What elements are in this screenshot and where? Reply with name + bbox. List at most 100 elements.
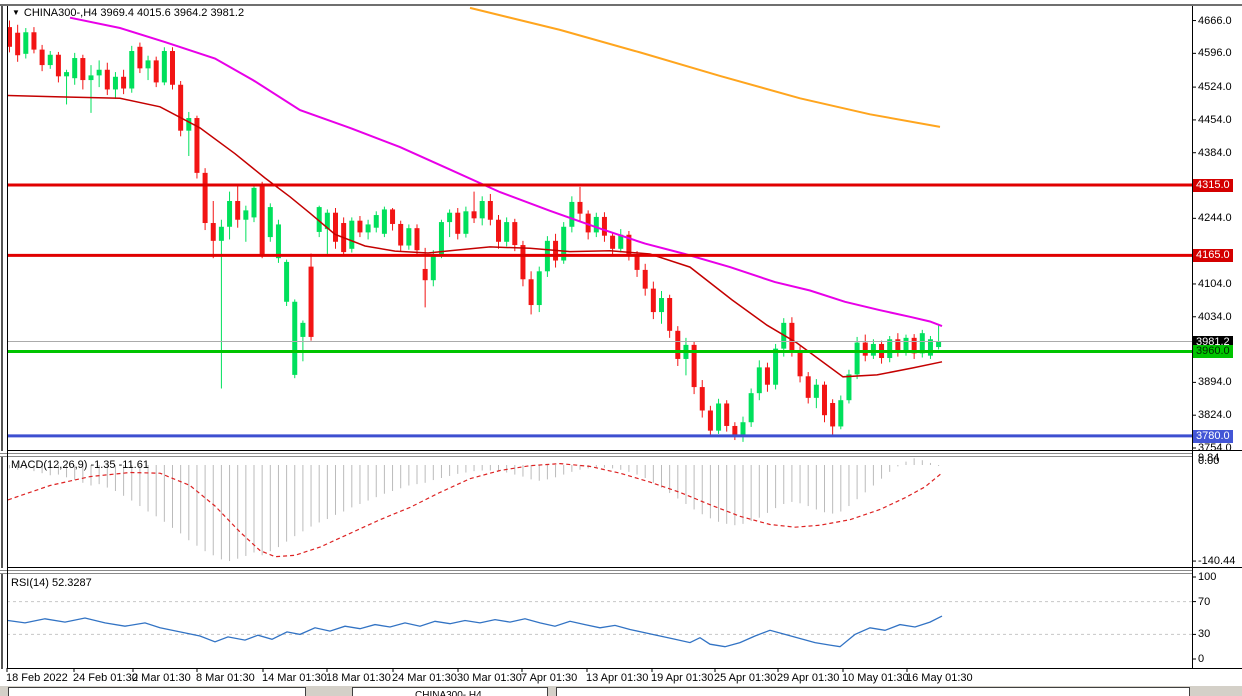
ma-long-orange [469,6,941,128]
candle-up [161,51,167,83]
candle-up [316,207,322,232]
candle-down [822,384,827,416]
candle-down [911,337,917,354]
candle-down [308,266,314,337]
candle-up [936,341,942,348]
candle-down [414,228,420,251]
candle-down [797,350,803,377]
candle-up [927,339,933,356]
time-tick-label: 10 May 01:30 [842,672,909,684]
candle-down [487,200,493,220]
candle-down [667,298,673,331]
time-axis[interactable] [0,669,1242,686]
pane-splitter-macd[interactable] [0,451,1242,457]
price-tick-label: 4384.0 [1198,146,1232,159]
candle-up [846,374,852,401]
time-tick-label: 2 Mar 01:30 [132,672,191,684]
candle-up [88,75,94,81]
candle-down [15,32,21,56]
time-tick-label: 13 Apr 01:30 [586,672,649,684]
price-tick-label: 4244.0 [1198,212,1232,225]
time-tick-label: 24 Mar 01:30 [392,672,457,684]
candle-up [903,337,909,351]
candle-up [365,224,371,233]
candle-up [300,322,306,337]
candle-down [789,322,795,351]
candle-down [390,209,396,224]
candle-down [626,234,632,255]
candle-up [438,222,444,255]
time-tick-label: 18 Feb 2022 [6,672,68,684]
candle-down [830,403,836,427]
candle-down [520,245,526,280]
candle-up [536,271,542,306]
macd-pane[interactable] [7,457,1192,567]
chart-tab-bar: CHINA300-,H4 [0,686,1242,696]
candle-up [740,422,746,436]
candle-up [854,342,860,375]
candle-up [887,339,893,359]
candle-down [724,403,730,426]
candle-up [186,118,192,131]
time-tick-label: 24 Feb 01:30 [73,672,138,684]
time-tick-label: 19 Apr 01:30 [651,672,714,684]
candle-up [479,200,485,219]
candle-up [112,76,118,90]
candle-up [756,367,762,394]
time-tick-label: 16 May 01:30 [906,672,973,684]
candle-down [610,235,616,249]
candle-down [259,185,265,255]
price-tick-label: 3894.0 [1198,376,1232,389]
rsi-axis-label-30: 30 [1198,628,1211,641]
candle-up [227,200,233,227]
window-left-border [0,6,7,696]
candle-down [153,60,159,83]
candle-up [349,220,355,249]
candle-up [406,228,412,246]
rsi-pane[interactable] [7,575,1192,668]
rsi-axis-label-0: 0 [1198,653,1205,665]
candle-up [218,226,224,241]
candle-down [862,342,868,356]
candle-down [210,223,216,241]
candle-down [398,223,404,246]
price-tick-label: 3824.0 [1198,409,1232,422]
chart-tab-group-right[interactable] [556,687,1190,696]
candle-up [267,207,273,238]
pane-splitter-rsi[interactable] [0,568,1242,574]
chart-tab-active[interactable]: CHINA300-,H4 [352,687,548,696]
candle-down [512,222,518,246]
rsi-axis-label-70: 70 [1198,595,1211,608]
candle-down [699,387,705,411]
price-tick-label: 4454.0 [1198,113,1232,126]
price-badge-4315.0: 4315.0 [1193,179,1233,193]
candle-down [80,58,86,81]
candle-down [202,172,208,224]
candle-up [838,400,844,427]
candle-up [716,403,722,431]
candle-down [707,410,713,431]
candle-up [275,224,281,259]
price-tick-label: 4034.0 [1198,310,1232,323]
price-tick-label: 4596.0 [1198,47,1232,60]
candle-up [129,51,135,89]
candle-down [496,219,501,242]
collapse-triangle-icon[interactable]: ▼ [12,8,20,17]
macd-axis-min-label: -140.44 [1198,555,1236,568]
candle-down [601,216,607,236]
time-tick-label: 30 Mar 01:30 [457,672,522,684]
chart-title: ▼ CHINA300-,H4 3969.4 4015.6 3964.2 3981.… [12,7,244,19]
candle-down [55,54,61,77]
time-tick-label: 7 Apr 01:30 [521,672,578,684]
candle-down [528,279,534,306]
candle-down [642,269,648,289]
candle-up [23,32,29,54]
price-tick-label: 4666.0 [1198,14,1232,27]
chart-tab-active-label: CHINA300-,H4 [415,690,482,696]
price-badge-3960.0: 3960.0 [1193,345,1233,359]
candle-up [64,72,70,77]
chart-tab-group-left[interactable] [8,687,306,696]
candle-up [324,212,330,230]
price-tick-label: 3754.0 [1198,442,1232,454]
